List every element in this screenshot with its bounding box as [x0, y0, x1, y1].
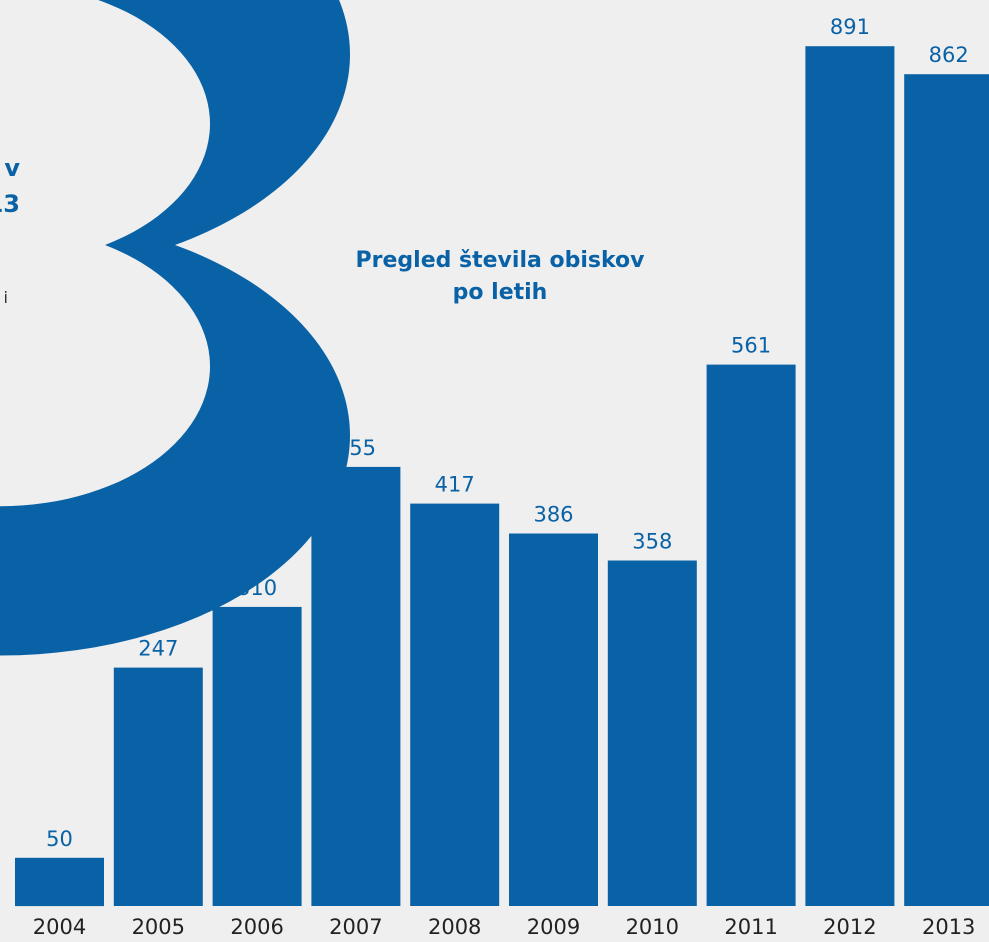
bar-2008: [410, 503, 500, 906]
bar-2005: [113, 667, 203, 906]
bar-2010: [607, 560, 697, 906]
bar-2006: [212, 606, 302, 906]
bar-2004: [15, 857, 104, 907]
tick-label-2006: 2006: [230, 915, 283, 938]
tick-labels-layer: 2004 2005 2006 2007 2008 2009 2010 2011 2012 2013: [33, 915, 976, 939]
chart-title: Pregled števila obiskov po letih: [355, 248, 645, 305]
bars-layer: [15, 46, 989, 907]
bar-2012: [805, 46, 895, 906]
value-label-2009: 386: [533, 503, 573, 527]
ring-text-line3: i: [3, 288, 8, 307]
value-label-2006: 310: [237, 576, 277, 600]
ring-text-line2: 13: [0, 190, 20, 218]
bar-2011: [706, 364, 796, 907]
bar-2013: [904, 74, 989, 906]
value-labels-layer: 50 247 310 455 417 386 358 561 891 862: [46, 15, 969, 851]
value-label-2007: 455: [336, 436, 376, 460]
value-label-2008: 417: [435, 473, 475, 497]
tick-label-2009: 2009: [527, 915, 580, 938]
value-label-2012: 891: [830, 15, 870, 39]
tick-label-2004: 2004: [33, 915, 86, 938]
tick-label-2012: 2012: [823, 915, 876, 938]
value-label-2011: 561: [731, 334, 771, 358]
donut-ring: [0, 0, 350, 656]
value-label-2010: 358: [632, 530, 672, 554]
bar-2007: [311, 466, 401, 906]
value-label-2005: 247: [138, 637, 178, 661]
ring-text-line1: v: [4, 154, 20, 182]
value-label-2004: 50: [46, 827, 73, 851]
tick-label-2013: 2013: [922, 915, 975, 938]
tick-label-2011: 2011: [724, 915, 777, 938]
bar-2009: [509, 533, 598, 906]
value-label-2013: 862: [929, 43, 969, 67]
tick-label-2008: 2008: [428, 915, 481, 938]
tick-label-2005: 2005: [132, 915, 185, 938]
tick-label-2010: 2010: [626, 915, 679, 938]
tick-label-2007: 2007: [329, 915, 382, 938]
